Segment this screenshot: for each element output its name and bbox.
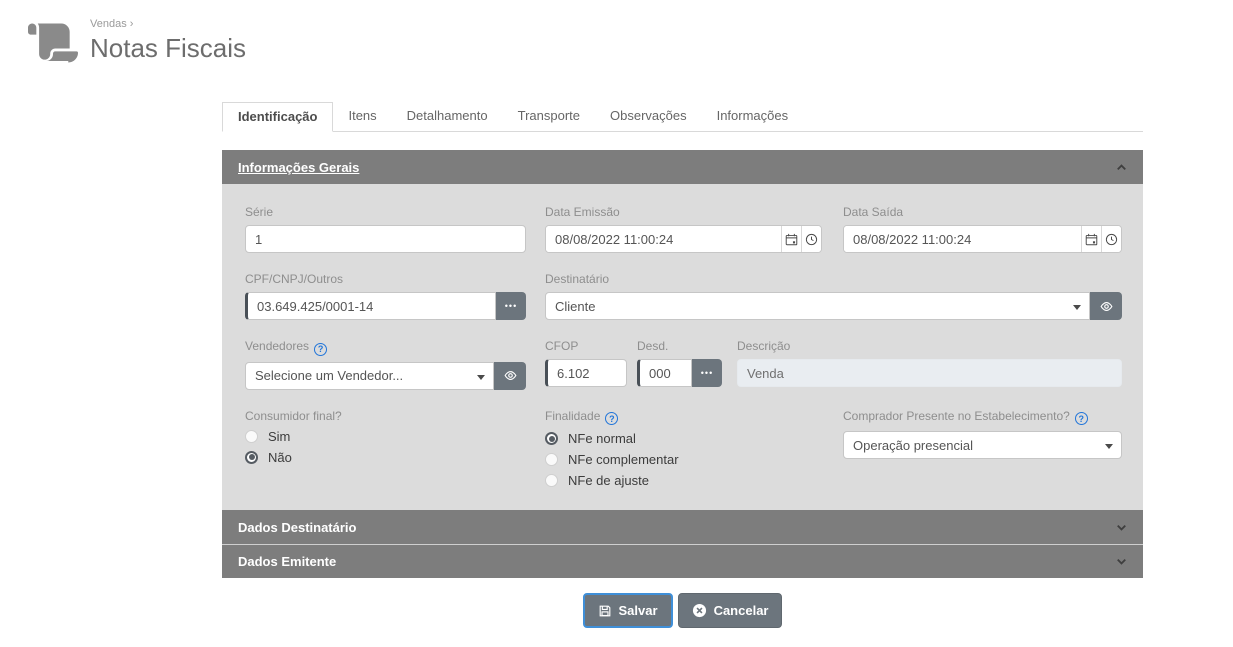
vendedores-select[interactable]: Selecione um Vendedor... [245,361,494,390]
form-actions: Salvar Cancelar [222,593,1143,628]
help-icon[interactable]: ? [1074,412,1088,425]
chevron-down-icon [1117,558,1126,565]
radio-label: Sim [268,428,291,444]
desd-label: Desd. [637,339,669,353]
breadcrumb-vendas[interactable]: Vendas [90,18,127,30]
chevron-down-icon [1117,524,1126,531]
data-emissao-input[interactable] [546,226,781,252]
tab-transporte[interactable]: Transporte [517,108,580,123]
ellipsis-icon: ••• [700,367,714,378]
desd-input[interactable] [637,359,692,387]
tab-informacoes[interactable]: Informações [716,108,789,123]
vendedores-view-button[interactable] [494,361,526,390]
data-emissao-clock-button[interactable] [801,226,821,252]
save-label: Salvar [618,603,658,618]
cfop-input[interactable] [545,359,627,387]
chevron-up-icon [1117,163,1126,170]
calendar-icon [1085,233,1098,245]
cfop-label: CFOP [545,339,579,353]
cancel-circle-x-icon [692,603,706,618]
cancel-button[interactable]: Cancelar [677,593,783,628]
data-emissao-calendar-button[interactable] [781,226,801,252]
radio-label: Não [268,449,292,465]
section-title: Informações Gerais [238,159,360,175]
vendedores-label: Vendedores? [245,339,526,356]
data-emissao-group [545,225,822,253]
section-title: Dados Emitente [238,554,337,569]
tab-identificacao[interactable]: Identificação [222,102,334,132]
chevron-down-icon [1073,305,1081,310]
radio-consumidor-nao[interactable]: Não [245,450,526,465]
data-saida-calendar-button[interactable] [1081,226,1101,252]
radio-icon[interactable] [245,429,258,443]
clock-icon [1105,233,1118,245]
eye-icon [504,370,516,381]
data-emissao-label: Data Emissão [545,205,620,219]
serie-input[interactable] [245,225,526,253]
page-header: Vendas › Notas Fiscais [0,0,1233,66]
tab-bar: Identificação Itens Detalhamento Transpo… [222,102,1143,132]
destinatario-select[interactable]: Cliente [545,292,1090,320]
radio-consumidor-sim[interactable]: Sim [245,429,526,444]
breadcrumb-chevron: › [129,18,134,30]
breadcrumb[interactable]: Vendas › [90,18,246,30]
desd-search-button[interactable]: ••• [692,359,722,387]
radio-icon[interactable] [545,453,558,466]
comprador-presente-label: Comprador Presente no Estabelecimento?? [843,409,1122,425]
cpf-cnpj-label: CPF/CNPJ/Outros [245,272,344,286]
chevron-down-icon [477,374,485,380]
cpf-cnpj-input[interactable] [245,292,496,320]
descricao-label: Descrição [737,339,791,353]
informacoes-gerais-body: Série Data Emissão [222,184,1143,510]
help-icon[interactable]: ? [605,412,619,425]
destinatario-view-button[interactable] [1090,292,1122,320]
eye-icon [1100,301,1112,311]
ellipsis-icon: ••• [504,300,518,311]
page-title: Notas Fiscais [90,33,247,63]
data-saida-group [843,225,1122,253]
radio-icon[interactable] [545,474,558,487]
cancel-label: Cancelar [713,603,769,618]
section-informacoes-gerais[interactable]: Informações Gerais [222,150,1143,184]
consumidor-final-label: Consumidor final? [245,408,342,423]
data-saida-label: Data Saída [843,205,904,219]
tab-observacoes[interactable]: Observações [610,108,687,123]
section-title: Dados Destinatário [238,519,357,535]
radio-selected-icon[interactable] [245,450,258,464]
serie-label: Série [245,205,274,219]
section-dados-emitente[interactable]: Dados Emitente [222,544,1143,578]
identificacao-panel: Informações Gerais Série Data Emissão [222,150,1143,578]
data-saida-input[interactable] [844,226,1081,252]
radio-label: NFe de ajuste [568,473,649,488]
radio-label: NFe complementar [568,452,679,467]
save-icon [599,605,610,616]
radio-nfe-normal[interactable]: NFe normal [545,431,825,446]
descricao-input [737,359,1122,387]
radio-nfe-ajuste[interactable]: NFe de ajuste [545,473,825,488]
data-saida-clock-button[interactable] [1101,226,1121,252]
destinatario-label: Destinatário [545,272,610,286]
clock-icon [805,233,818,245]
finalidade-label: Finalidade? [545,409,825,425]
comprador-presente-select[interactable]: Operação presencial [843,431,1122,459]
radio-nfe-complementar[interactable]: NFe complementar [545,452,825,467]
section-dados-destinatario[interactable]: Dados Destinatário [222,510,1143,544]
cpf-cnpj-search-button[interactable]: ••• [496,292,526,320]
chevron-down-icon [1105,444,1113,449]
tab-detalhamento[interactable]: Detalhamento [406,108,488,123]
scroll-logo-icon [28,23,78,63]
radio-label: NFe normal [568,431,636,446]
help-icon[interactable]: ? [314,342,328,356]
radio-selected-icon[interactable] [545,432,558,445]
tab-itens[interactable]: Itens [348,108,377,123]
save-button[interactable]: Salvar [582,593,673,628]
calendar-icon [785,233,798,245]
